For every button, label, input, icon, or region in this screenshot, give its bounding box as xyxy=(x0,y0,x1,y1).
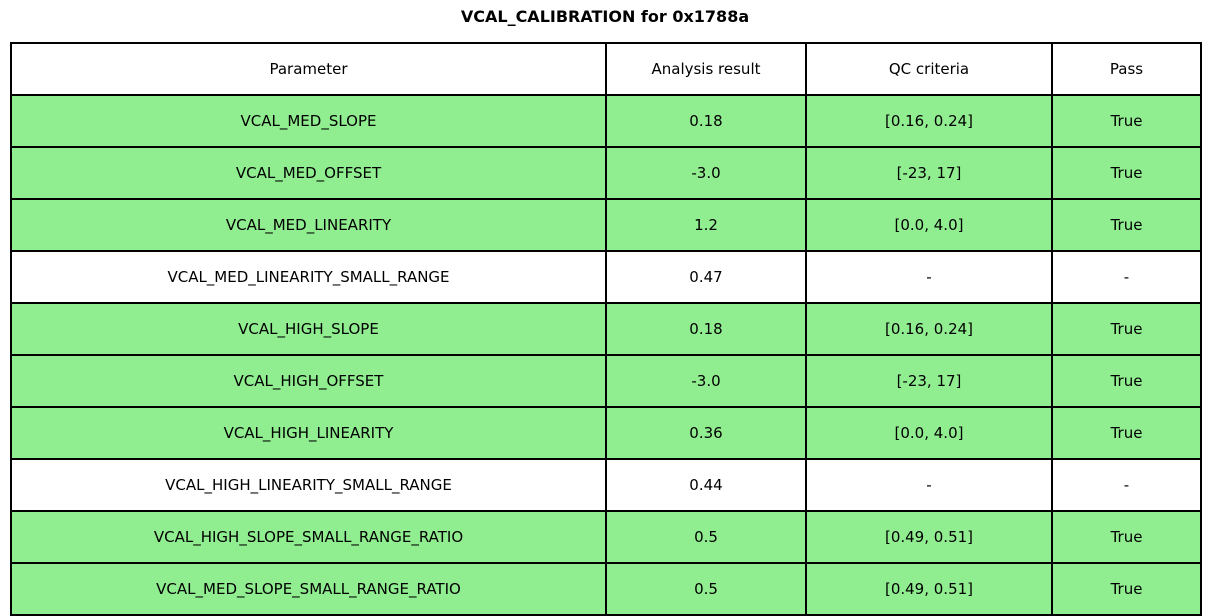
pass-cell: - xyxy=(1051,250,1202,304)
column-header-pass: Pass xyxy=(1051,42,1202,96)
qc-criteria-cell: - xyxy=(805,250,1053,304)
parameter-cell: VCAL_MED_OFFSET xyxy=(10,146,607,200)
pass-cell: - xyxy=(1051,458,1202,512)
qc-criteria-cell: [0.0, 4.0] xyxy=(805,406,1053,460)
pass-cell: True xyxy=(1051,406,1202,460)
column-header-parameter: Parameter xyxy=(10,42,607,96)
pass-cell: True xyxy=(1051,198,1202,252)
parameter-cell: VCAL_MED_LINEARITY xyxy=(10,198,607,252)
pass-cell: True xyxy=(1051,302,1202,356)
table-row: VCAL_MED_LINEARITY_SMALL_RANGE 0.47- - xyxy=(10,250,1202,304)
table-row: VCAL_MED_OFFSET -3.0 [-23, 17] True xyxy=(10,146,1202,200)
analysis-result-cell: 0.5 xyxy=(605,562,807,616)
table-row: VCAL_HIGH_LINEARITY_SMALL_RANGE 0.44- - xyxy=(10,458,1202,512)
qc-results-table: Parameter Analysis result QC criteria Pa… xyxy=(10,42,1202,616)
parameter-cell: VCAL_MED_SLOPE xyxy=(10,94,607,148)
analysis-result-cell: 0.36 xyxy=(605,406,807,460)
table-row: VCAL_HIGH_OFFSET -3.0 [-23, 17] True xyxy=(10,354,1202,408)
qc-criteria-cell: [0.16, 0.24] xyxy=(805,94,1053,148)
qc-criteria-cell: [0.49, 0.51] xyxy=(805,510,1053,564)
qc-criteria-cell: [0.0, 4.0] xyxy=(805,198,1053,252)
analysis-result-cell: 0.5 xyxy=(605,510,807,564)
pass-cell: True xyxy=(1051,146,1202,200)
table-body: VCAL_MED_SLOPE 0.18 [0.16, 0.24] True VCAL_M… xyxy=(10,94,1202,616)
qc-criteria-cell: - xyxy=(805,458,1053,512)
analysis-result-cell: -3.0 xyxy=(605,354,807,408)
pass-cell: True xyxy=(1051,510,1202,564)
table-row: VCAL_MED_LINEARITY 1.2 [0.0, 4.0] True xyxy=(10,198,1202,252)
parameter-cell: VCAL_HIGH_LINEARITY xyxy=(10,406,607,460)
analysis-result-cell: 1.2 xyxy=(605,198,807,252)
pass-cell: True xyxy=(1051,94,1202,148)
table-row: VCAL_MED_SLOPE_SMALL_RANGE_RATIO 0.5 [0.49… xyxy=(10,562,1202,616)
column-header-qc-criteria: QC criteria xyxy=(805,42,1053,96)
qc-criteria-cell: [-23, 17] xyxy=(805,146,1053,200)
table-row: VCAL_HIGH_SLOPE 0.18 [0.16, 0.24] True xyxy=(10,302,1202,356)
table-row: VCAL_MED_SLOPE 0.18 [0.16, 0.24] True xyxy=(10,94,1202,148)
pass-cell: True xyxy=(1051,562,1202,616)
table-row: VCAL_HIGH_LINEARITY 0.36 [0.0, 4.0] True xyxy=(10,406,1202,460)
parameter-cell: VCAL_HIGH_SLOPE_SMALL_RANGE_RATIO xyxy=(10,510,607,564)
pass-cell: True xyxy=(1051,354,1202,408)
header-row: Parameter Analysis result QC criteria Pa… xyxy=(10,42,1202,96)
analysis-result-cell: 0.47 xyxy=(605,250,807,304)
parameter-cell: VCAL_HIGH_OFFSET xyxy=(10,354,607,408)
parameter-cell: VCAL_HIGH_SLOPE xyxy=(10,302,607,356)
page-title: VCAL_CALIBRATION for 0x1788a xyxy=(460,7,750,26)
qc-criteria-cell: [-23, 17] xyxy=(805,354,1053,408)
table-row: VCAL_HIGH_SLOPE_SMALL_RANGE_RATIO 0.5 [0.4… xyxy=(10,510,1202,564)
analysis-result-cell: -3.0 xyxy=(605,146,807,200)
parameter-cell: VCAL_HIGH_LINEARITY_SMALL_RANGE xyxy=(10,458,607,512)
analysis-result-cell: 0.44 xyxy=(605,458,807,512)
analysis-result-cell: 0.18 xyxy=(605,94,807,148)
qc-criteria-cell: [0.49, 0.51] xyxy=(805,562,1053,616)
column-header-analysis-result: Analysis result xyxy=(605,42,807,96)
analysis-result-cell: 0.18 xyxy=(605,302,807,356)
qc-criteria-cell: [0.16, 0.24] xyxy=(805,302,1053,356)
parameter-cell: VCAL_MED_LINEARITY_SMALL_RANGE xyxy=(10,250,607,304)
parameter-cell: VCAL_MED_SLOPE_SMALL_RANGE_RATIO xyxy=(10,562,607,616)
